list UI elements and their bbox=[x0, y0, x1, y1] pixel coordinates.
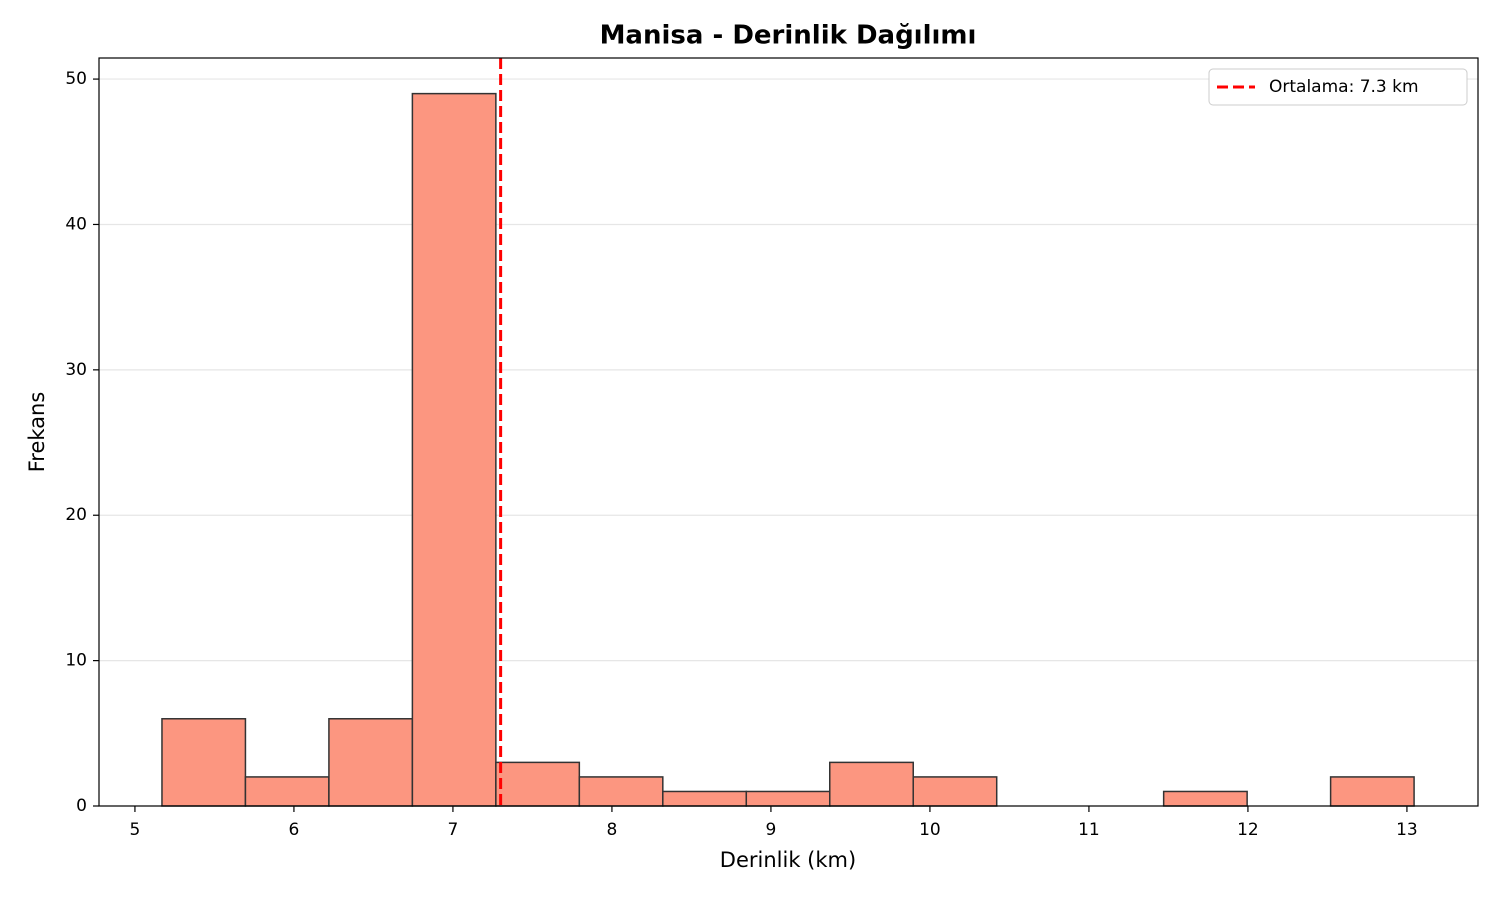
bar bbox=[244, 776, 330, 807]
legend-label: Ortalama: 7.3 km bbox=[1269, 77, 1419, 97]
x-tick-label: 13 bbox=[1396, 820, 1418, 840]
bar bbox=[745, 790, 831, 807]
x-tick-label: 10 bbox=[919, 820, 941, 840]
x-tick-label: 6 bbox=[289, 820, 300, 840]
bar bbox=[662, 790, 748, 807]
x-tick-label: 5 bbox=[130, 820, 141, 840]
bar bbox=[328, 718, 414, 807]
bar bbox=[161, 718, 247, 807]
bar bbox=[912, 776, 998, 807]
x-tick-label: 11 bbox=[1078, 820, 1100, 840]
x-tick-label: 7 bbox=[448, 820, 459, 840]
legend-box bbox=[1208, 68, 1468, 106]
x-tick-label: 12 bbox=[1237, 820, 1259, 840]
y-tick-label: 40 bbox=[65, 214, 87, 234]
x-tick-label: 8 bbox=[607, 820, 618, 840]
bar bbox=[1329, 776, 1415, 807]
x-tick-label: 9 bbox=[766, 820, 777, 840]
plot-frame bbox=[98, 57, 1479, 807]
y-tick-label: 0 bbox=[76, 796, 87, 816]
bar bbox=[1162, 790, 1248, 807]
y-axis-label: Frekans bbox=[25, 392, 49, 473]
x-axis-label: Derinlik (km) bbox=[720, 848, 856, 872]
y-tick-label: 30 bbox=[65, 360, 87, 380]
bar bbox=[411, 92, 497, 807]
bar bbox=[578, 776, 664, 807]
bar bbox=[495, 761, 581, 807]
y-tick-label: 50 bbox=[65, 69, 87, 89]
bar bbox=[829, 761, 914, 807]
chart-title: Manisa - Derinlik Dağılımı bbox=[600, 21, 977, 51]
y-tick-label: 10 bbox=[65, 651, 87, 671]
y-tick-label: 20 bbox=[65, 505, 87, 525]
